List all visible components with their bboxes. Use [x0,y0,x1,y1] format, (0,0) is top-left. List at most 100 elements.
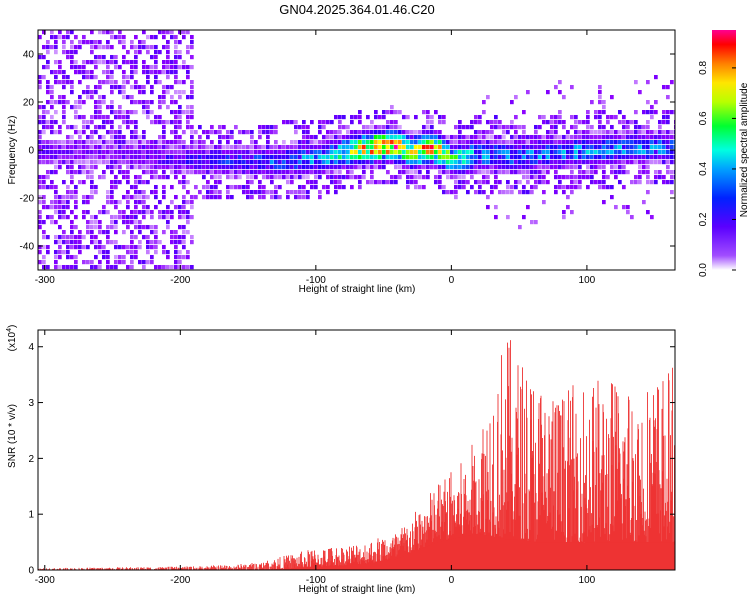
spectrogram-cell [514,165,518,170]
spectrogram-cell [502,190,506,195]
spectrogram-cell [194,130,198,135]
spectrogram-cell [506,155,510,160]
spectrogram-cell [186,155,190,160]
spectrogram-cell [254,165,258,170]
spectrogram-cell [258,195,262,200]
spectrogram-cell [74,255,78,260]
spectrogram-cell [590,155,594,160]
spectrogram-cell [386,125,390,130]
spectrogram-cell [270,150,274,155]
spectrogram-cell [462,180,466,185]
spectrogram-cell [230,150,234,155]
spectrogram-cell [614,130,618,135]
spectrogram-cell [110,225,114,230]
spectrogram-cell [522,165,526,170]
spectrogram-cell [214,185,218,190]
spectrogram-cell [158,265,162,270]
spectrogram-cell [338,120,342,125]
spectrogram-cell [138,200,142,205]
spectrogram-cell [306,160,310,165]
spectrogram-cell [514,140,518,145]
spectrogram-cell [406,160,410,165]
spectrogram-cell [558,175,562,180]
spectrogram-cell [314,155,318,160]
spectrogram-cell [174,145,178,150]
spectrogram-cell [438,180,442,185]
spectrogram-cell [278,155,282,160]
spectrogram-cell [346,175,350,180]
spectrogram-cell [114,55,118,60]
spectrogram-cell [394,160,398,165]
spectrogram-cell [150,150,154,155]
spectrogram-cell [450,145,454,150]
spectrogram-cell [338,145,342,150]
spectrogram-cell [374,130,378,135]
spectrogram-cell [74,50,78,55]
spectrogram-cell [86,125,90,130]
spectrogram-cell [62,75,66,80]
spectrogram-cell [226,185,230,190]
spectrogram-cell [594,170,598,175]
spectrogram-cell [170,170,174,175]
spectrogram-cell [430,150,434,155]
spectrogram-cell [122,110,126,115]
spectrogram-cell [270,145,274,150]
spectrogram-cell [558,80,562,85]
spectrogram-cell [142,160,146,165]
spectrogram-cell [38,195,42,200]
spectrogram-cell [234,175,238,180]
spectrogram-cell [218,165,222,170]
spectrogram-cell [382,160,386,165]
spectrogram-cell [162,60,166,65]
spectrogram-cell [638,135,642,140]
spectrogram-cell [462,135,466,140]
spectrogram-cell [314,150,318,155]
spectrogram-cell [358,130,362,135]
spectrogram-cell [142,155,146,160]
spectrogram-cell [110,140,114,145]
spectrogram-cell [290,120,294,125]
spectrogram-cell [170,70,174,75]
spectrogram-cell [190,80,194,85]
spectrogram-cell [390,125,394,130]
spectrogram-cell [610,130,614,135]
spectrogram-cell [378,165,382,170]
spectrogram-cell [666,95,670,100]
spectrogram-cell [162,165,166,170]
spectrogram-cell [166,250,170,255]
spectrogram-cell [558,120,562,125]
spectrogram-cell [642,140,646,145]
spectrogram-cell [178,110,182,115]
spectrogram-cell [122,220,126,225]
spectrogram-cell [106,165,110,170]
spectrogram-cell [110,185,114,190]
spectrogram-cell [82,90,86,95]
spectrogram-cell [94,125,98,130]
spectrogram-cell [302,185,306,190]
spectrogram-cell [470,140,474,145]
spectrogram-cell [94,140,98,145]
spectrogram-cell [510,160,514,165]
spectrogram-cell [458,175,462,180]
spectrogram-cell [450,140,454,145]
spectrogram-cell [290,140,294,145]
spectrogram-cell [86,225,90,230]
spectrogram-cell [170,120,174,125]
spectrogram-cell [266,165,270,170]
spectrogram-cell [530,190,534,195]
spectrogram-cell [602,165,606,170]
spectrogram-cell [522,130,526,135]
spectrogram-cell [642,145,646,150]
spectrogram-cell [150,255,154,260]
spectrogram-cell [522,215,526,220]
spectrogram-cell [566,155,570,160]
spectrogram-cell [166,155,170,160]
spectrogram-cell [186,230,190,235]
spectrogram-cell [46,170,50,175]
spectrogram-cell [126,95,130,100]
spectrogram-cell [510,135,514,140]
y-tick-label: 0 [28,146,34,157]
spectrogram-cell [370,155,374,160]
spectrogram-cell [546,150,550,155]
spectrogram-cell [130,260,134,265]
